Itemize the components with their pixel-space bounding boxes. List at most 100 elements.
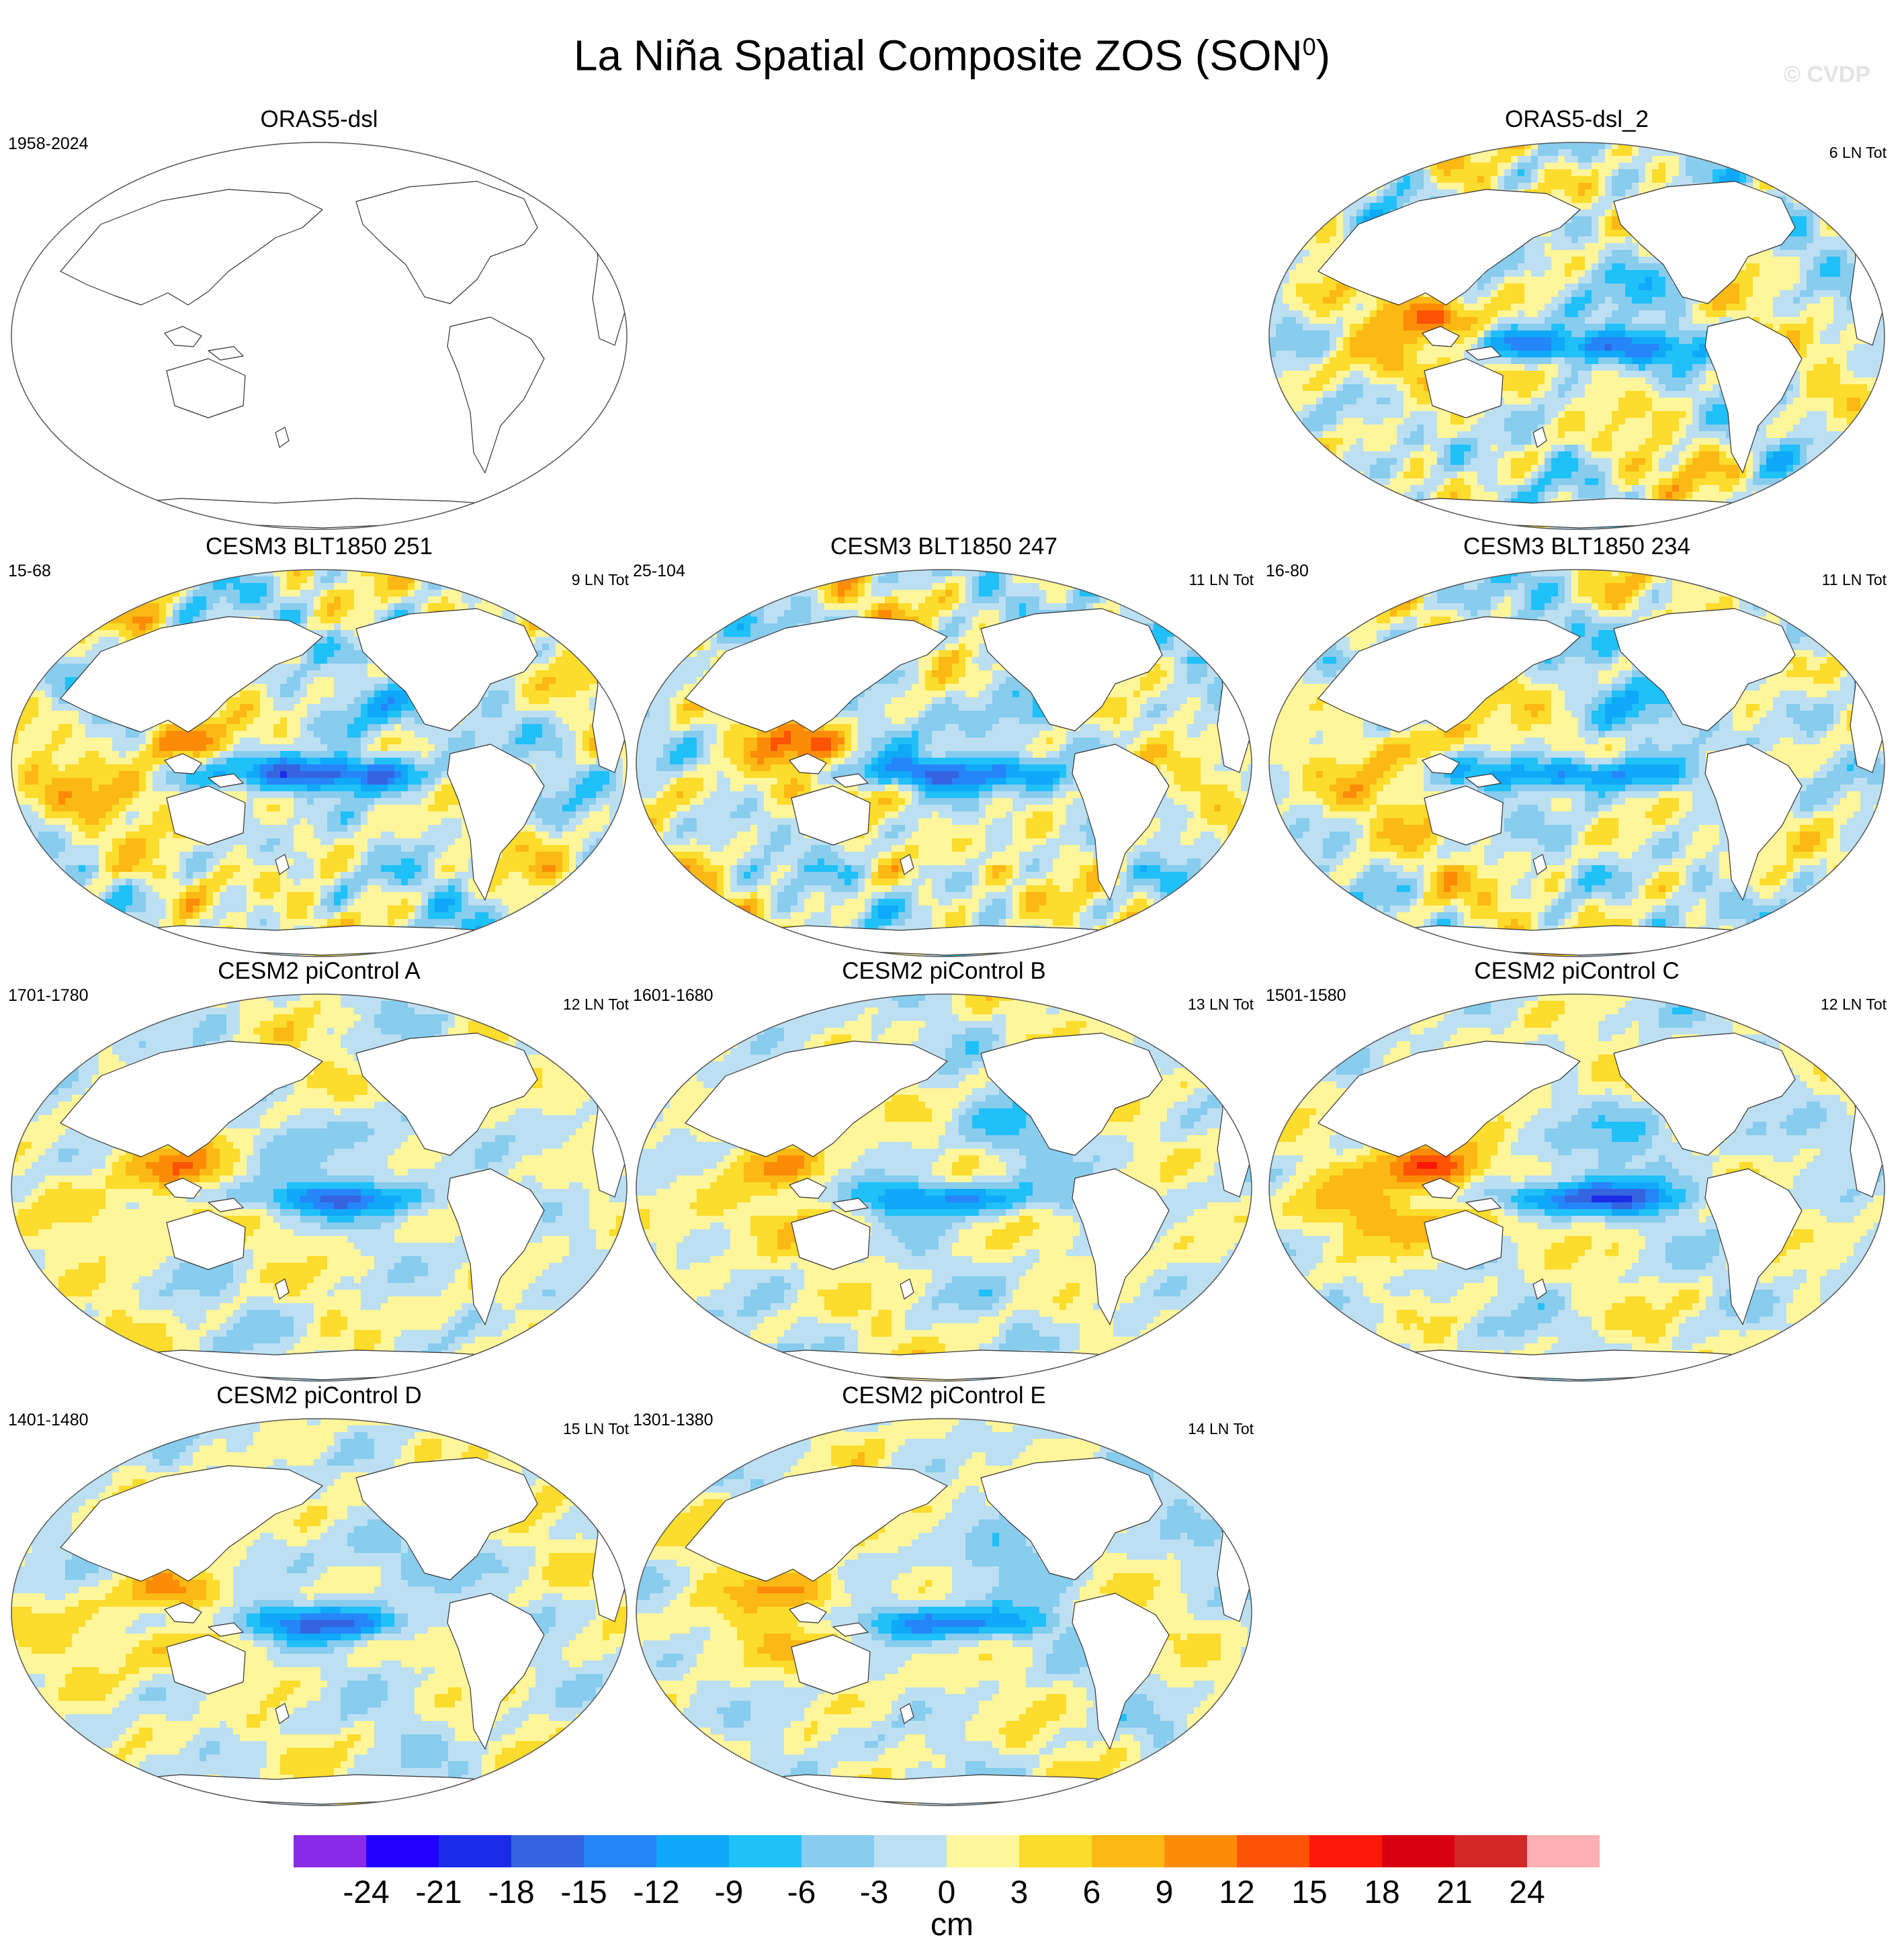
land-new-zealand xyxy=(900,1278,914,1300)
land-antarctica xyxy=(725,1349,1156,1380)
land-asia xyxy=(685,1465,948,1582)
colorbar-segment xyxy=(802,1835,874,1867)
colorbar-tick-label: 9 xyxy=(1156,1874,1174,1911)
panel-years: 16-80 xyxy=(1266,562,1309,581)
land-indonesia xyxy=(164,1178,202,1199)
land-greenland xyxy=(507,158,578,191)
land-greenland xyxy=(1764,158,1836,191)
land-greenland xyxy=(507,1434,578,1468)
panel-years: 15-68 xyxy=(8,562,51,581)
panel-count: 9 LN Tot xyxy=(572,571,629,589)
land-antarctica xyxy=(100,1774,531,1805)
colorbar-tick-label: -18 xyxy=(488,1874,534,1911)
land-australia xyxy=(166,785,246,846)
land-antarctica xyxy=(725,925,1156,956)
land-indonesia xyxy=(1422,1178,1460,1199)
panel-count: 6 LN Tot xyxy=(1829,144,1887,162)
panel-count: 13 LN Tot xyxy=(1188,995,1254,1014)
panel-title: CESM3 BLT1850 247 xyxy=(632,532,1256,562)
land-north-america xyxy=(355,181,538,304)
land-new-guinea xyxy=(208,1622,244,1637)
land-south-america xyxy=(1072,744,1170,901)
panel-title: CESM2 piControl A xyxy=(7,957,632,986)
land-asia xyxy=(1317,616,1581,733)
colorbar-segment xyxy=(366,1835,439,1867)
land-asia xyxy=(685,616,948,733)
land-south-america xyxy=(1704,744,1803,901)
colorbar-segment xyxy=(1092,1835,1164,1867)
map-border xyxy=(11,142,628,530)
land-asia xyxy=(685,1040,948,1157)
colorbar-tick-label: -21 xyxy=(415,1874,462,1911)
land-north-america xyxy=(980,1032,1163,1156)
map-panel-cesm2-c: CESM2 piControl C 1501-1580 12 LN Tot xyxy=(1264,957,1889,1386)
colorbar-tick-label: 6 xyxy=(1083,1874,1101,1911)
land-indonesia xyxy=(789,753,827,774)
colorbar-tick-label: 3 xyxy=(1010,1874,1029,1911)
colorbar-tick-label: -3 xyxy=(860,1874,889,1911)
colorbar-units: cm xyxy=(0,1906,1904,1943)
map-border xyxy=(11,569,628,957)
land-new-guinea xyxy=(1465,773,1502,788)
panel-title: CESM2 piControl B xyxy=(632,957,1256,986)
land-australia xyxy=(1424,785,1504,846)
colorbar-segment xyxy=(874,1835,947,1867)
map-border xyxy=(1268,569,1885,957)
map-border xyxy=(636,1418,1252,1806)
map-panel-oras5-dsl-2: ORAS5-dsl_2 6 LN Tot xyxy=(1264,105,1889,535)
colorbar-segment xyxy=(439,1835,511,1867)
land-asia xyxy=(60,1465,323,1582)
land-indonesia xyxy=(164,753,202,774)
land-australia xyxy=(1424,1210,1504,1270)
land-new-guinea xyxy=(208,773,244,788)
cvdp-watermark: © CVDP xyxy=(1784,62,1870,88)
panel-years: 25-104 xyxy=(633,562,685,581)
colorbar-segment xyxy=(584,1835,656,1867)
land-indonesia xyxy=(1422,326,1460,347)
colorbar-tick-label: -9 xyxy=(715,1874,744,1911)
land-antarctica xyxy=(100,925,531,956)
land-australia xyxy=(166,1634,246,1695)
land-new-guinea xyxy=(1465,346,1502,361)
land-australia xyxy=(166,358,246,418)
land-south-america xyxy=(447,316,545,474)
land-south-america xyxy=(447,1593,545,1750)
colorbar-tick-label: 0 xyxy=(938,1874,956,1911)
colorbar xyxy=(294,1835,1600,1867)
land-australia xyxy=(166,1210,246,1270)
panel-count: 12 LN Tot xyxy=(1821,995,1887,1014)
panel-title: CESM3 BLT1850 251 xyxy=(7,532,632,562)
land-indonesia xyxy=(164,326,202,347)
map-border xyxy=(1268,993,1885,1382)
colorbar-segment xyxy=(1309,1835,1382,1867)
map-border xyxy=(1268,142,1885,530)
panel-count: 12 LN Tot xyxy=(563,995,629,1014)
land-greenland xyxy=(1764,585,1836,619)
land-new-guinea xyxy=(208,1198,244,1212)
map-border xyxy=(11,1418,628,1806)
colorbar-tick-label: -24 xyxy=(343,1874,389,1911)
map-panel-cesm2-a: CESM2 piControl A 1701-1780 12 LN Tot xyxy=(7,957,632,1386)
colorbar-labels: -24 -21 -18 -15 -12 -9 -6 -3 0 3 6 9 12 15 18 21 24 xyxy=(0,1874,1904,1914)
land-north-america xyxy=(1613,608,1796,731)
panel-count: 11 LN Tot xyxy=(1189,571,1254,589)
land-greenland xyxy=(1131,1010,1203,1043)
panel-years: 1601-1680 xyxy=(633,986,713,1006)
colorbar-tick-label: 12 xyxy=(1219,1874,1254,1911)
land-australia xyxy=(1424,358,1504,418)
robinson-map xyxy=(11,569,628,957)
land-antarctica xyxy=(725,1774,1156,1805)
colorbar-tick-label: 15 xyxy=(1291,1874,1327,1911)
panel-count: 15 LN Tot xyxy=(563,1420,629,1438)
map-panel-cesm2-b: CESM2 piControl B 1601-1680 13 LN Tot xyxy=(632,957,1256,1386)
land-greenland xyxy=(507,1010,578,1043)
panel-years: 1958-2024 xyxy=(8,134,89,154)
robinson-map xyxy=(11,142,628,530)
colorbar-tick-label: -12 xyxy=(633,1874,679,1911)
colorbar-segment xyxy=(1382,1835,1455,1867)
land-north-america xyxy=(355,1457,538,1581)
land-antarctica xyxy=(100,1349,531,1380)
colorbar-segment xyxy=(511,1835,584,1867)
panel-count: 11 LN Tot xyxy=(1822,571,1887,589)
land-north-america xyxy=(980,1457,1163,1581)
